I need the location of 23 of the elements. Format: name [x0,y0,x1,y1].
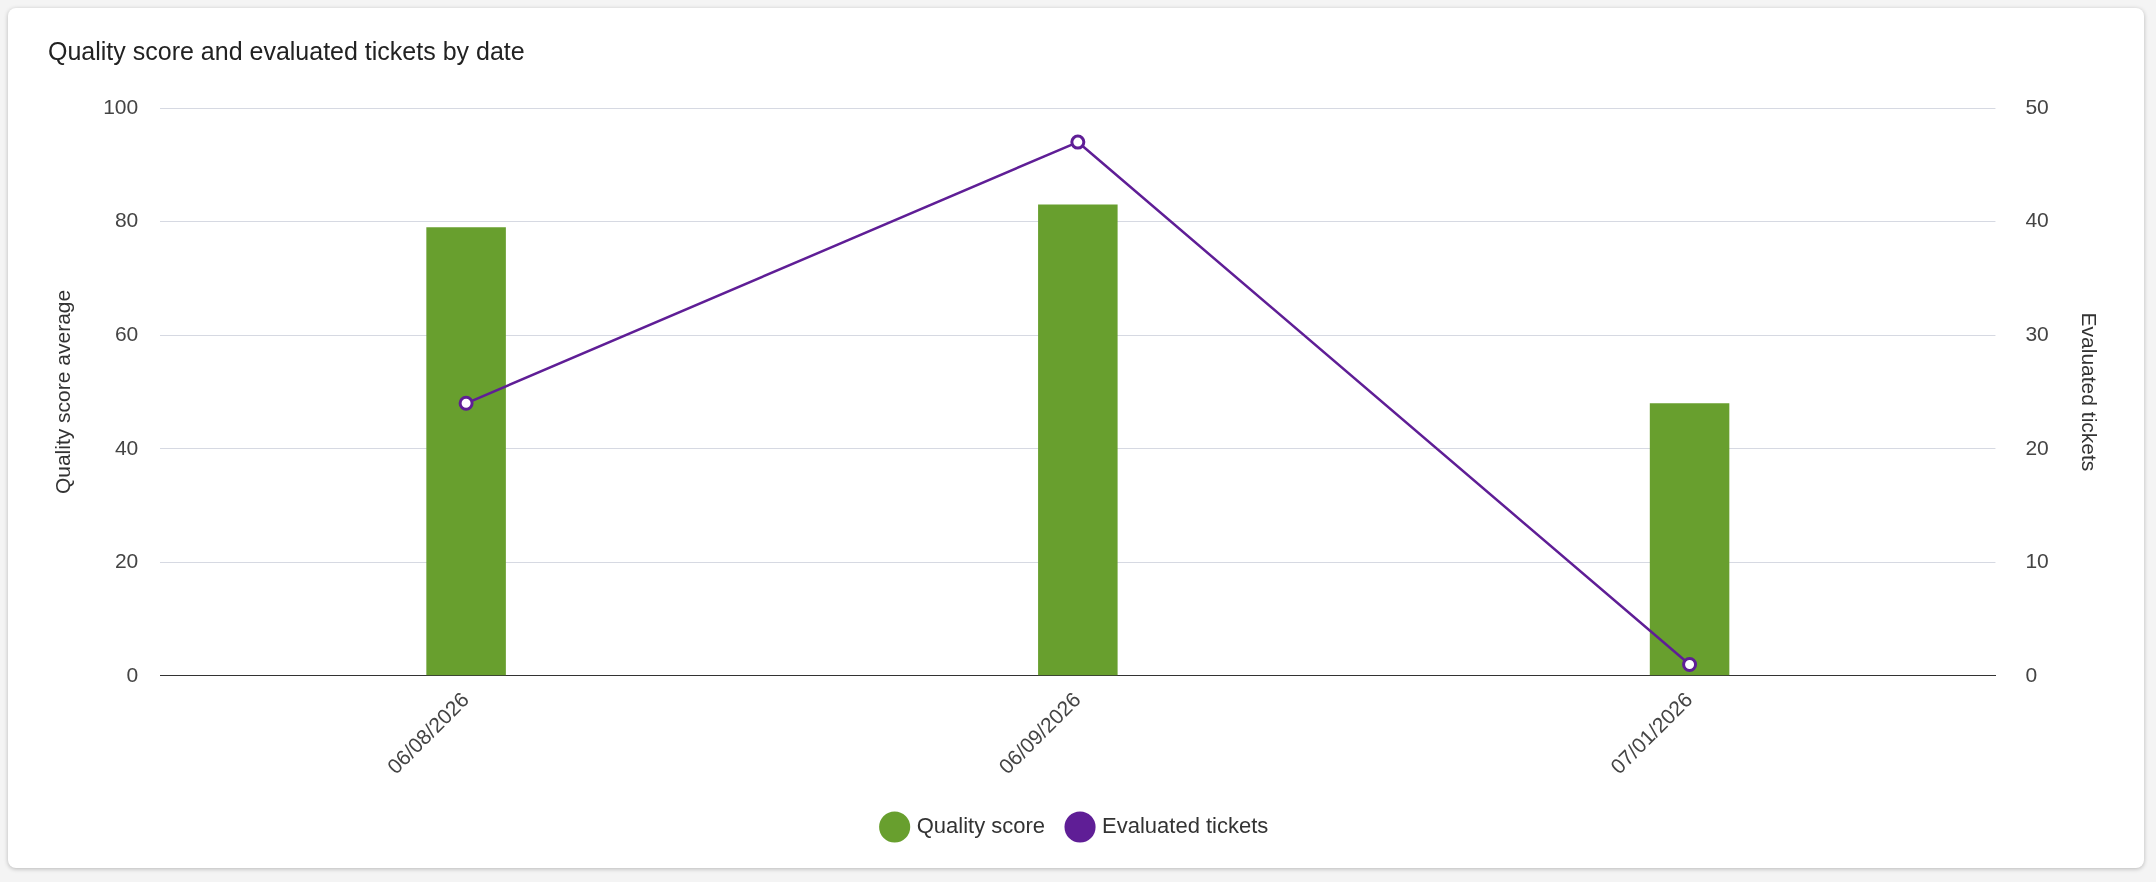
y-tick-label: 0 [126,662,139,686]
y-tick-label: 100 [103,94,139,118]
y2-axis-title: Evaluated tickets [2077,312,2101,472]
y-tick-label: 80 [114,208,139,232]
y2-tick-label: 30 [2025,321,2049,345]
y2-tick-label: 10 [2025,549,2049,573]
point [1682,657,1698,673]
chart-title: Quality score and evaluated tickets by date [48,36,525,65]
y2-tick-label: 40 [2025,208,2049,232]
y2-tick-label: 0 [2025,662,2038,686]
y-axis-title: Quality score average [51,289,75,495]
y2-tick-label: 50 [2025,94,2049,118]
bar [1649,403,1730,676]
legend-label: Quality score [916,813,1046,839]
bar [1038,204,1118,676]
y-tick-label: 40 [114,435,139,459]
legend-label: Evaluated tickets [1102,813,1269,839]
y-tick-label: 20 [114,549,139,573]
point [458,395,474,411]
bar [426,227,506,676]
point [1070,134,1086,150]
y2-tick-label: 20 [2025,435,2049,459]
y-tick-label: 60 [114,321,139,345]
